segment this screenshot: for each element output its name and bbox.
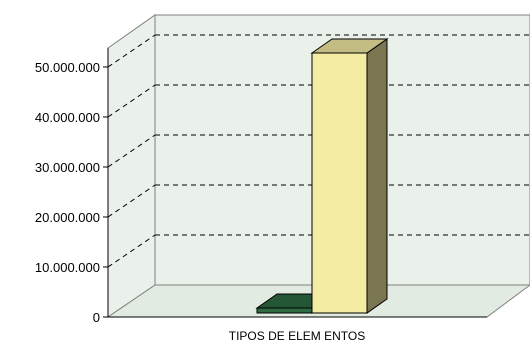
y-axis-ticks: 0 10.000.000 20.000.000 30.000.000 40.000.00… [35, 60, 108, 325]
y-tick-label: 30.000.000 [35, 160, 100, 175]
y-tick-label: 50.000.000 [35, 60, 100, 75]
y-tick-label: 40.000.000 [35, 110, 100, 125]
gridline-side [107, 184, 156, 218]
gridlines [107, 34, 530, 268]
bar-front [311, 52, 368, 314]
y-tick-label: 0 [93, 310, 100, 325]
gridline-side [107, 84, 156, 118]
gridline-side [107, 34, 156, 68]
gridline-side [107, 134, 156, 168]
bar-2 [310, 38, 389, 314]
bar-front [256, 307, 313, 314]
y-tick-label: 10.000.000 [35, 260, 100, 275]
chart-side-wall [107, 14, 156, 318]
bars [255, 38, 389, 314]
bar-side [366, 38, 388, 314]
gridline-side [107, 234, 156, 268]
y-tick-label: 20.000.000 [35, 210, 100, 225]
x-axis-label: TIPOS DE ELEM ENTOS [229, 329, 365, 343]
